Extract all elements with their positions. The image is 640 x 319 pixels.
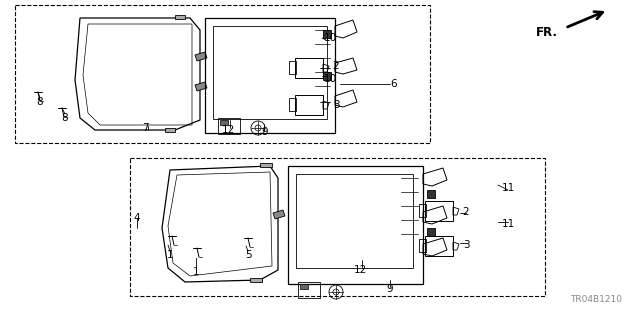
- Polygon shape: [165, 128, 175, 132]
- Text: TR04B1210: TR04B1210: [570, 295, 622, 305]
- Text: 2: 2: [333, 61, 339, 71]
- Text: 4: 4: [134, 213, 140, 223]
- Text: 11: 11: [501, 183, 515, 193]
- Polygon shape: [323, 72, 331, 80]
- Text: 2: 2: [463, 207, 469, 217]
- Text: 12: 12: [221, 125, 235, 135]
- Text: 1: 1: [193, 267, 199, 277]
- Polygon shape: [323, 30, 331, 38]
- Text: 10: 10: [323, 74, 337, 84]
- Text: 1: 1: [166, 250, 173, 260]
- Polygon shape: [260, 163, 272, 167]
- Bar: [130, 158, 545, 296]
- Text: 3: 3: [463, 240, 469, 250]
- Text: 5: 5: [244, 250, 252, 260]
- Polygon shape: [300, 284, 308, 289]
- Text: FR.: FR.: [536, 26, 558, 39]
- Text: 12: 12: [353, 265, 367, 275]
- Text: 7: 7: [141, 123, 148, 133]
- Text: 6: 6: [390, 79, 397, 89]
- Text: 8: 8: [61, 113, 68, 123]
- Text: 9: 9: [262, 127, 268, 137]
- Text: 3: 3: [333, 100, 339, 110]
- Polygon shape: [427, 228, 435, 236]
- Polygon shape: [220, 120, 228, 125]
- Text: 11: 11: [501, 219, 515, 229]
- Polygon shape: [427, 190, 435, 198]
- Text: 8: 8: [36, 97, 44, 107]
- Polygon shape: [250, 278, 262, 282]
- Text: 10: 10: [323, 33, 337, 43]
- Polygon shape: [273, 210, 285, 219]
- Bar: [15, 5, 430, 143]
- Text: 9: 9: [387, 284, 394, 294]
- Polygon shape: [195, 52, 207, 61]
- Polygon shape: [195, 82, 207, 91]
- Polygon shape: [175, 15, 185, 19]
